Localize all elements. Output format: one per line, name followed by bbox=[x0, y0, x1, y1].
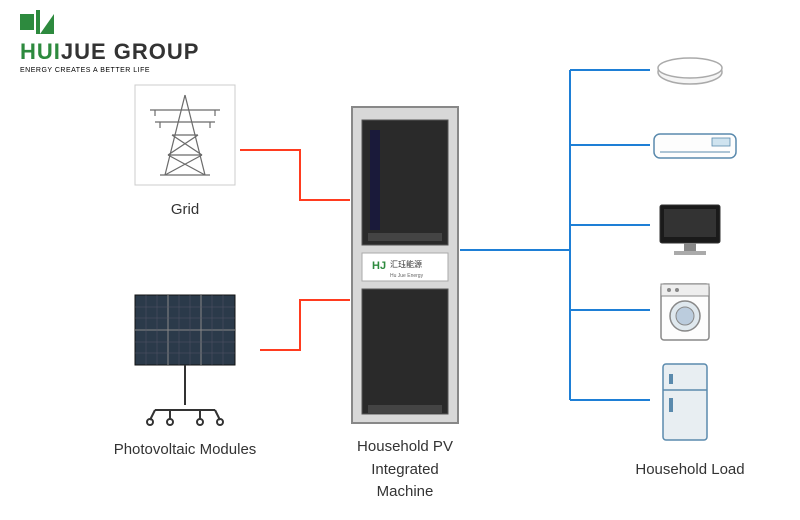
brand-logo: HUIJUE GROUP ENERGY CREATES A BETTER LIF… bbox=[20, 10, 199, 74]
washing-machine-icon bbox=[655, 280, 715, 345]
node-grid: Grid bbox=[130, 80, 240, 218]
pv-label: Photovoltaic Modules bbox=[110, 441, 260, 458]
cabinet-icon: HJ 汇珏能源 Hu Jue Energy bbox=[350, 105, 460, 425]
grid-label: Grid bbox=[130, 201, 240, 218]
svg-text:汇珏能源: 汇珏能源 bbox=[390, 259, 422, 269]
svg-text:Hu Jue Energy: Hu Jue Energy bbox=[390, 273, 424, 279]
refrigerator-icon bbox=[655, 360, 715, 445]
machine-label: Household PV Integrated Machine bbox=[350, 436, 460, 504]
power-tower-icon bbox=[130, 80, 240, 190]
device-washing-machine bbox=[655, 280, 715, 350]
device-monitor bbox=[650, 200, 730, 265]
node-machine: HJ 汇珏能源 Hu Jue Energy Household PV Integ… bbox=[350, 105, 460, 504]
air-conditioner-icon bbox=[650, 128, 740, 166]
ceiling-light-icon bbox=[650, 50, 730, 90]
machine-label-line1: Household PV Integrated bbox=[357, 438, 453, 478]
device-refrigerator bbox=[655, 360, 715, 450]
svg-text:HJ: HJ bbox=[372, 260, 386, 272]
device-ceiling-light bbox=[650, 50, 730, 95]
logo-brand: HUIJUE GROUP bbox=[20, 39, 199, 65]
solar-panel-icon bbox=[110, 280, 260, 430]
logo-tagline: ENERGY CREATES A BETTER LIFE bbox=[20, 67, 199, 74]
load-label-wrap: Household Load bbox=[615, 455, 765, 478]
logo-icon bbox=[20, 10, 56, 34]
machine-label-line2: Machine bbox=[377, 483, 434, 500]
node-pv: Photovoltaic Modules bbox=[110, 280, 260, 458]
load-label: Household Load bbox=[615, 461, 765, 478]
monitor-icon bbox=[650, 200, 730, 260]
device-air-conditioner bbox=[650, 128, 740, 171]
